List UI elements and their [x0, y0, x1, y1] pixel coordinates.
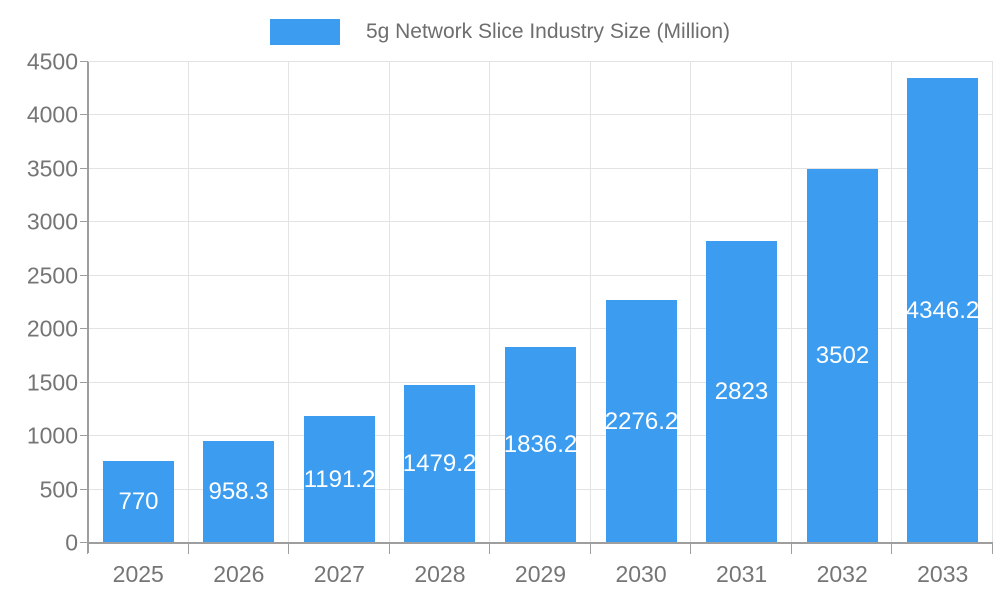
gridline-v [992, 62, 993, 543]
bar-value-label: 958.3 [208, 478, 269, 505]
x-axis-tick [187, 544, 189, 554]
bar: 958.3 [203, 441, 274, 543]
y-axis-tick [80, 167, 88, 169]
y-axis-tick [80, 274, 88, 276]
x-axis-tick [288, 544, 290, 554]
y-tick-label: 0 [65, 529, 78, 556]
y-axis-tick [80, 488, 88, 490]
gridline-v [489, 62, 491, 543]
y-axis-tick [80, 542, 88, 543]
gridline-v [891, 62, 893, 543]
bar: 4346.2 [905, 78, 980, 543]
gridline-h [88, 167, 993, 169]
y-tick-label: 4000 [26, 101, 78, 128]
y-axis-tick [80, 435, 88, 437]
x-axis-tick [992, 544, 993, 554]
bar: 1191.2 [304, 416, 375, 543]
y-axis-tick [80, 61, 88, 62]
legend-item[interactable]: 5g Network Slice Industry Size (Million) [0, 19, 1000, 45]
bar-value-label: 770 [118, 488, 159, 515]
bar: 3502 [807, 169, 878, 543]
gridline-h [88, 328, 993, 330]
gridline-v [790, 62, 792, 543]
gridline-v [388, 62, 390, 543]
bar: 770 [103, 461, 174, 543]
plot-area: 770 958.3 1191.2 1479.2 1836.2 2276.2 2823 3502… [80, 61, 993, 554]
x-tick-label: 2028 [414, 561, 466, 587]
y-axis-tick [80, 381, 88, 383]
x-tick-label: 2026 [213, 561, 265, 587]
bar: 1479.2 [402, 385, 477, 543]
bar-value-label: 1191.2 [303, 465, 376, 493]
legend-swatch [269, 19, 340, 45]
gridline-h [88, 114, 993, 116]
x-tick-label: 2031 [716, 561, 768, 587]
y-tick-label: 2500 [26, 262, 78, 289]
y-tick-label: 1500 [26, 369, 78, 396]
y-tick-label: 500 [39, 476, 78, 503]
y-axis-tick [80, 221, 88, 223]
x-tick-label: 2032 [816, 561, 868, 587]
y-tick-label: 1000 [26, 422, 78, 449]
x-tick-label: 2030 [615, 561, 667, 587]
y-axis-line [87, 62, 89, 553]
x-axis-tick [790, 544, 792, 554]
gridline-v [589, 62, 591, 543]
y-tick-label: 3000 [26, 208, 78, 235]
gridline-h [88, 221, 993, 223]
bar: 2823 [706, 241, 777, 543]
x-tick-label: 2027 [313, 561, 365, 587]
legend-label: 5g Network Slice Industry Size (Million) [365, 20, 731, 43]
x-tick-label: 2025 [112, 561, 164, 587]
bar: 2276.2 [604, 300, 679, 543]
x-axis-tick [891, 544, 893, 554]
x-axis-tick [489, 544, 491, 554]
y-axis-tick [80, 328, 88, 330]
bar-value-label: 2276.2 [604, 407, 679, 435]
bar: 1836.2 [503, 347, 578, 543]
y-axis-tick [80, 114, 88, 116]
gridline-v [288, 62, 290, 543]
gridline-v [690, 62, 692, 543]
y-tick-label: 4500 [26, 48, 78, 75]
bar-value-label: 1836.2 [503, 431, 578, 458]
bar-value-label: 1479.2 [402, 450, 477, 477]
bar-value-label: 4346.2 [905, 296, 980, 324]
x-tick-label: 2033 [917, 561, 969, 587]
x-axis-tick [589, 544, 591, 554]
gridline-h [88, 274, 993, 276]
gridline-v [187, 62, 189, 543]
gridline-h [88, 61, 993, 62]
x-axis-line [88, 542, 993, 544]
y-tick-label: 2000 [26, 315, 78, 342]
y-tick-label: 3500 [26, 155, 78, 182]
x-axis-tick [690, 544, 692, 554]
bar-value-label: 3502 [815, 342, 870, 369]
bar-value-label: 2823 [714, 378, 769, 405]
x-tick-label: 2029 [514, 561, 567, 587]
x-axis-tick [388, 544, 390, 554]
